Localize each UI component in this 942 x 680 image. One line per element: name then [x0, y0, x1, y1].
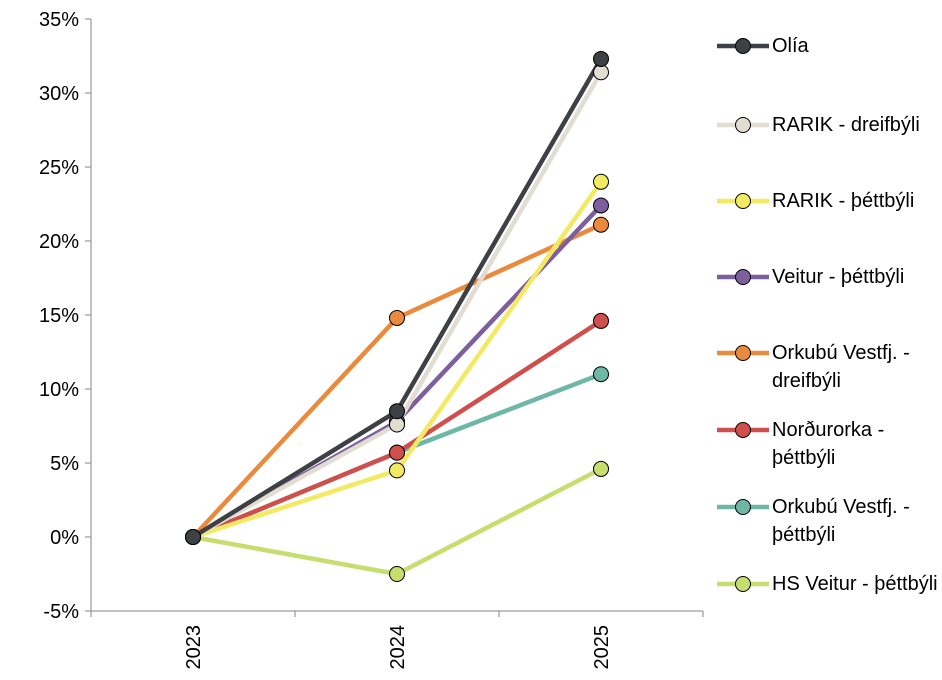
data-point [593, 173, 609, 190]
data-point [593, 197, 609, 214]
y-tick-label: 35% [39, 9, 79, 31]
y-tick-label: 20% [39, 231, 79, 253]
data-point [389, 566, 405, 582]
y-tick-label: -5% [43, 601, 79, 623]
series-markers [185, 50, 609, 582]
data-point [389, 444, 405, 461]
data-point [389, 403, 405, 420]
y-tick-label: 25% [39, 157, 79, 179]
data-point [185, 529, 201, 545]
y-axis: -5% 0% 5% 10% 15% 20% 25% 30% 35% [39, 9, 92, 623]
y-tick-label: 0% [50, 527, 79, 549]
data-point [593, 366, 609, 383]
y-tick-label: 5% [50, 453, 79, 475]
y-tick-label: 10% [39, 379, 79, 401]
data-point [593, 312, 609, 329]
y-tick-label: 15% [39, 305, 79, 327]
x-tick-label: 2025 [591, 625, 613, 670]
series-line [190, 203, 604, 540]
y-tick-label: 30% [39, 83, 79, 105]
x-axis: 2023 2024 2025 [90, 610, 704, 670]
x-tick-label: 2024 [387, 625, 409, 670]
data-point [389, 462, 405, 479]
data-point [593, 64, 609, 81]
x-tick-label: 2023 [183, 625, 205, 670]
series-line [190, 466, 604, 577]
data-point [593, 216, 609, 233]
data-point [389, 416, 405, 433]
data-point [593, 460, 609, 477]
data-point [593, 50, 609, 67]
data-point [389, 309, 405, 326]
